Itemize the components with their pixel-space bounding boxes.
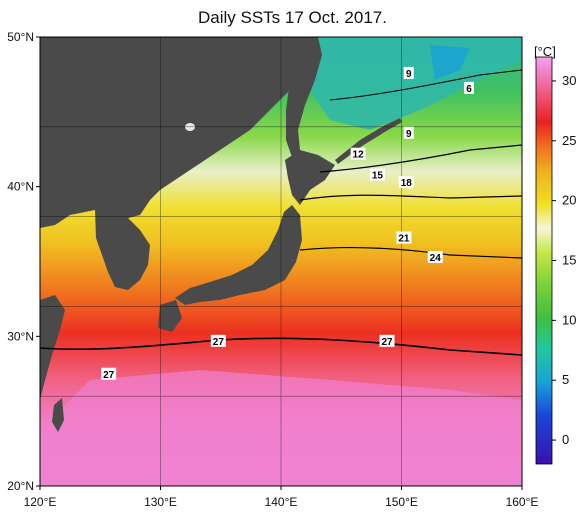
colorbar-tick-label: 20 — [562, 193, 576, 208]
contour-label-box — [210, 334, 226, 347]
lon-tick-label: 160°E — [506, 495, 539, 509]
lon-tick-label: 120°E — [24, 495, 57, 509]
contour-9 — [329, 69, 522, 101]
honshu — [175, 205, 302, 305]
colorbar-tick-label: 5 — [562, 372, 569, 387]
contour-label: 9 — [406, 129, 412, 140]
contour-12 — [319, 144, 522, 173]
map-title: Daily SSTs 17 Oct. 2017. — [198, 8, 387, 27]
lon-tick-label: 140°E — [265, 495, 298, 509]
contour-label-box — [350, 147, 366, 160]
lat-tick-label: 50°N — [7, 30, 34, 44]
contour-label-box — [427, 251, 443, 264]
contour-label-box — [398, 176, 414, 189]
contour-label-box — [379, 334, 395, 347]
korean-peninsula — [95, 210, 150, 290]
lat-tick-label: 40°N — [7, 180, 34, 194]
colorbar-tick-label: 25 — [562, 133, 576, 148]
contour-label: 21 — [398, 234, 410, 245]
contour-label-box — [369, 168, 385, 181]
china-coast — [40, 295, 65, 400]
contour-label: 18 — [401, 178, 413, 189]
lon-tick-label: 130°E — [144, 495, 177, 509]
longitude-ticks: 120°E 130°E 140°E 150°E 160°E — [24, 486, 539, 509]
contour-label: 6 — [466, 84, 472, 95]
kyushu — [158, 300, 182, 332]
map-area: 9 6 9 12 15 18 21 24 27 27 27 — [40, 37, 522, 486]
lon-tick-label: 150°E — [385, 495, 418, 509]
lat-tick-label: 30°N — [7, 329, 34, 343]
contour-label-box — [101, 367, 117, 380]
contour-label-box — [396, 231, 412, 244]
latitude-ticks: 50°N 40°N 30°N 20°N — [7, 30, 40, 493]
contour-label-box — [463, 81, 474, 94]
contour-27 — [40, 337, 522, 356]
colorbar-unit: [°C] — [534, 44, 556, 59]
lat-tick-label: 20°N — [7, 479, 34, 493]
taiwan — [52, 398, 64, 432]
contour-label: 15 — [372, 171, 384, 182]
contour-label-box — [403, 126, 414, 139]
colorbar — [535, 56, 553, 465]
cold-water-region — [310, 37, 522, 130]
colorbar-tick-label: 0 — [562, 432, 569, 447]
contour-label: 12 — [353, 150, 365, 161]
contour-label: 27 — [381, 337, 393, 348]
contour-label: 27 — [103, 370, 115, 381]
hokkaido — [285, 150, 335, 205]
graticule — [40, 37, 522, 486]
colorbar-tick-label: 15 — [562, 253, 576, 268]
contour-18 — [299, 194, 522, 201]
coldest-water-patch — [430, 45, 470, 80]
colorbar-ticks: 30 25 20 15 10 5 0 — [552, 73, 576, 447]
contour-label-box — [403, 66, 414, 79]
sakhalin — [286, 37, 322, 160]
contour-label: 24 — [430, 253, 442, 264]
colorbar-tick-label: 30 — [562, 73, 576, 88]
asian-continent — [40, 37, 318, 228]
colorbar-tick-label: 10 — [562, 312, 576, 327]
contour-label: 27 — [213, 337, 225, 348]
contour-label: 9 — [406, 69, 412, 80]
contour-labels: 9 6 9 12 15 18 21 24 27 27 27 — [101, 66, 474, 381]
